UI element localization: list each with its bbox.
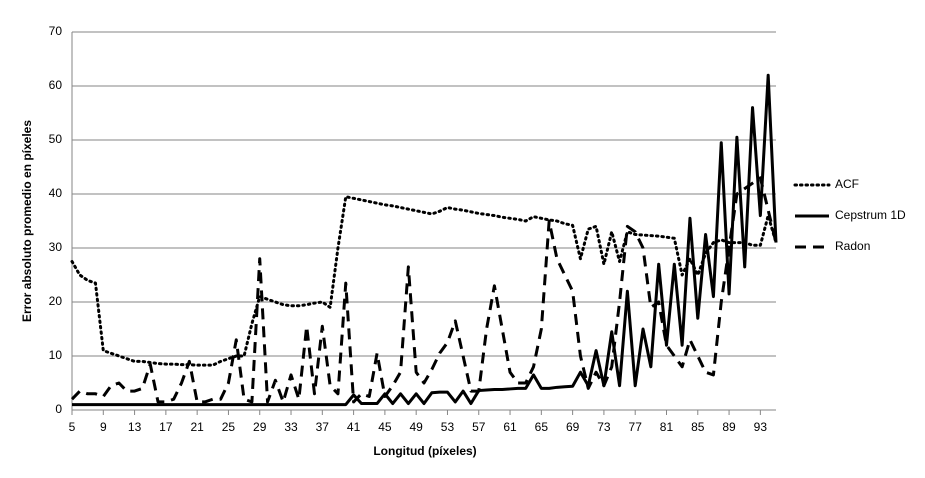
series-line [70,195,778,367]
x-tick-label: 65 [535,420,549,434]
x-tick-label: 41 [347,420,361,434]
series-line [72,73,778,407]
x-tick-label: 5 [69,420,76,434]
y-tick-label: 60 [49,78,63,92]
y-axis-title: Error absoluto promedio en píxeles [20,120,34,322]
x-tick-label: 37 [316,420,330,434]
y-tick-label: 20 [49,294,63,308]
x-tick-label: 25 [222,420,236,434]
x-tick-label: 61 [503,420,517,434]
x-tick-label: 33 [284,420,298,434]
x-tick-label: 73 [597,420,611,434]
x-tick-label: 21 [190,420,204,434]
x-tick-label: 17 [159,420,173,434]
x-tick-label: 29 [253,420,267,434]
x-tick-label: 49 [409,420,423,434]
x-tick-label: 93 [754,420,768,434]
x-tick-label: 89 [722,420,736,434]
x-tick-label: 9 [100,420,107,434]
series-line [70,176,778,404]
legend-label: Radon [835,239,870,253]
y-tick-label: 70 [49,24,63,38]
y-tick-label: 30 [49,240,63,254]
x-tick-label: 69 [566,420,580,434]
x-tick-label: 53 [441,420,455,434]
legend-label: ACF [835,177,859,191]
x-tick-label: 85 [691,420,705,434]
legend-label: Cepstrum 1D [835,208,906,222]
x-tick-label: 13 [128,420,142,434]
x-axis-title: Longitud (píxeles) [373,444,476,458]
x-tick-label: 81 [660,420,674,434]
y-tick-label: 10 [49,348,63,362]
x-tick-label: 45 [378,420,392,434]
x-tick-label: 77 [629,420,643,434]
x-tick-label: 57 [472,420,486,434]
y-tick-label: 50 [49,132,63,146]
y-tick-label: 0 [55,402,62,416]
y-tick-label: 40 [49,186,63,200]
